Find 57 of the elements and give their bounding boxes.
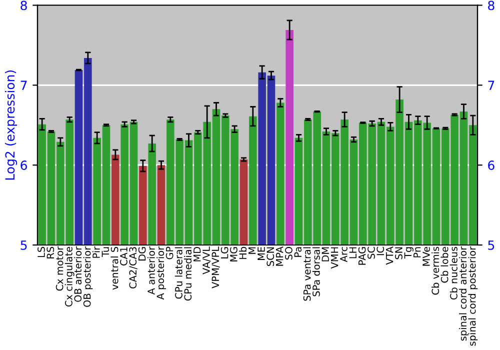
x-tick-label: GP — [166, 246, 174, 260]
x-tick-label: ME — [258, 247, 265, 260]
x-tick-label: CPu lateral — [174, 247, 182, 299]
x-tick-label: LG — [220, 247, 228, 258]
x-tick-label: Pa — [294, 247, 302, 257]
x-tick-label: Cb lobe — [440, 246, 448, 283]
x-tick-label: PAG — [358, 247, 366, 265]
x-tick-label: DM — [322, 247, 329, 262]
x-tick-label: LS — [38, 246, 45, 258]
x-tick-label: SO — [285, 246, 292, 260]
x-tick-label: spinal cord anterior — [459, 246, 468, 341]
x-tick-label: SN — [395, 247, 402, 260]
y-tick-label: 6 — [20, 160, 27, 170]
x-tick-label: CPu medial — [184, 247, 192, 301]
y-tick-label: 7 — [20, 80, 27, 90]
x-tick-label: MD — [194, 246, 201, 262]
x-tick-label: SPa dorsal — [312, 247, 320, 296]
x-tick-label: VMH — [331, 247, 338, 269]
x-tick-label: SC — [368, 246, 375, 259]
x-tick-label: MG — [230, 247, 238, 262]
x-tick-label: spinal cord posterior — [468, 246, 478, 346]
x-tick-label: Cx motor — [56, 246, 64, 291]
y-tick-label: 5 — [20, 240, 27, 250]
x-tick-label: Cx cingulate — [64, 246, 74, 306]
y-axis-title: Log2 (expression) — [4, 70, 18, 180]
x-tick-label: ventral S — [110, 246, 118, 290]
y-tick-label: 8 — [20, 0, 27, 10]
y2-tick-label: 8 — [488, 0, 494, 10]
x-tick-label: OB posterior — [83, 246, 93, 307]
x-tick-label: VTA — [386, 246, 394, 265]
x-tick-label: VA/VL — [202, 246, 211, 274]
x-tick-label: MPA — [276, 246, 284, 266]
x-tick-label: CA1 — [120, 247, 128, 266]
x-tick-label: SPa ventral — [303, 247, 311, 301]
x-tick-label: Hb — [239, 246, 247, 259]
x-tick-label: A anterior — [147, 246, 155, 295]
x-tick-label: Tg — [404, 247, 414, 259]
x-tick-label: Cb vermis — [432, 246, 440, 295]
x-tick-label: VPM/VPL — [212, 246, 220, 288]
y2-tick-label: 6 — [488, 160, 494, 170]
x-tick-label: LH — [349, 247, 356, 258]
x-tick-label: OB anterior — [74, 246, 82, 302]
x-tick-label: CA2/CA3 — [129, 247, 138, 288]
x-tick-label: IC — [376, 246, 384, 256]
x-tick-label: MVe — [422, 246, 430, 266]
x-tick-label: M — [248, 247, 256, 254]
x-tick-label: SCN — [266, 247, 274, 266]
x-tick-label: DG — [138, 247, 146, 260]
x-tick-label: Cb nucleus — [450, 246, 458, 300]
x-tick-label: Arc — [340, 246, 348, 262]
x-tick-label: RS — [46, 246, 54, 258]
y2-tick-label: 5 — [488, 240, 494, 250]
x-tick-label: Pir — [92, 246, 100, 258]
x-tick-label: A posterior — [156, 246, 166, 300]
y2-tick-label: 7 — [488, 80, 494, 90]
x-tick-label: Tu — [102, 247, 110, 258]
x-tick-label: Pn — [414, 247, 421, 258]
